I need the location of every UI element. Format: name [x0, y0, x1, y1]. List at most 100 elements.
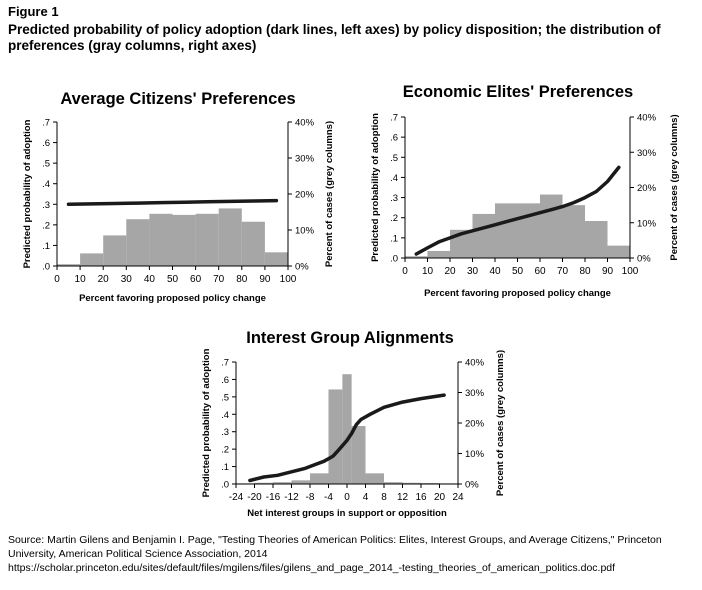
- x-tick-label: 16: [415, 492, 427, 503]
- bar: [195, 213, 219, 266]
- x-tick-label: -20: [247, 492, 262, 503]
- x-tick-label: 50: [167, 274, 179, 285]
- bar: [291, 480, 310, 484]
- y-tick-label: .1: [390, 233, 398, 244]
- bar: [562, 205, 585, 258]
- source-url: https://scholar.princeton.edu/sites/defa…: [8, 562, 616, 574]
- bar: [384, 482, 403, 484]
- y-tick-label: .4: [390, 173, 398, 184]
- x-tick-label: -12: [284, 492, 299, 503]
- x-tick-label: 30: [467, 266, 479, 277]
- figure-label: Figure 1: [8, 4, 59, 19]
- y-tick-label: .3: [221, 427, 229, 438]
- y-tick-label: .0: [42, 262, 50, 273]
- x-tick-label: 90: [259, 274, 271, 285]
- x-axis-label: Percent favoring proposed policy change: [79, 293, 266, 304]
- x-tick-label: -16: [266, 492, 281, 503]
- bar: [149, 213, 173, 266]
- x-tick-label: 0: [54, 274, 60, 285]
- x-tick-label: 70: [557, 266, 569, 277]
- x-tick-label: 70: [213, 274, 225, 285]
- y-tick-label: .7: [390, 113, 398, 124]
- y2-tick-label: 10%: [295, 226, 315, 237]
- x-tick-label: 60: [190, 274, 202, 285]
- x-tick-label: 20: [444, 266, 456, 277]
- x-axis-label: Net interest groups in support or opposi…: [247, 508, 447, 519]
- chart-panel-1: Average Citizens' Preferences .0 .1 .2 .3 .4.…: [22, 90, 335, 304]
- x-tick-label: -8: [306, 492, 315, 503]
- x-tick-label: 12: [397, 492, 409, 503]
- bar: [495, 203, 518, 258]
- bar: [585, 220, 608, 258]
- bar: [405, 256, 428, 258]
- y-tick-label: .6: [42, 138, 50, 149]
- y2-tick-label: 10%: [465, 449, 485, 460]
- source-note: Source: Martin Gilens and Benjamin I. Pa…: [8, 533, 696, 575]
- bar: [310, 473, 329, 484]
- bar: [57, 264, 81, 266]
- chart-panel-3: Interest Group Alignments .0 .1 .2 .3 .4 .5 .6.…: [201, 329, 506, 519]
- y-tick-label: .2: [221, 445, 229, 456]
- bar: [328, 389, 343, 484]
- x-axis-label: Percent favoring proposed policy change: [424, 288, 611, 299]
- y-tick-label: .5: [390, 153, 398, 164]
- y-tick-label: .2: [390, 213, 398, 224]
- y2-tick-label: 20%: [637, 183, 657, 194]
- prediction-line: [414, 165, 621, 256]
- y2-axis-label: Percent of cases (grey columns): [495, 350, 506, 496]
- y2-tick-label: 40%: [637, 113, 657, 124]
- chart-panel-2: Economic Elites' Preferences .0 .1 .2 .3 .4 .5…: [370, 83, 680, 299]
- bar: [517, 203, 540, 258]
- bar: [273, 482, 292, 484]
- bar: [402, 482, 421, 484]
- bar: [427, 250, 450, 258]
- figure-title: Predicted probability of policy adoption…: [8, 22, 661, 53]
- y-axis-label: Predicted probability of adoption: [22, 119, 33, 268]
- bar: [472, 213, 495, 258]
- bar: [264, 252, 288, 266]
- figures-canvas: Average Citizens' Preferences .0 .1 .2 .3 .4.…: [22, 83, 680, 519]
- y-tick-label: .0: [221, 480, 229, 491]
- y-tick-label: .0: [390, 254, 398, 265]
- y-tick-label: .2: [42, 220, 50, 231]
- x-tick-label: 80: [579, 266, 591, 277]
- y2-tick-label: 0%: [465, 480, 479, 491]
- y2-tick-label: 30%: [465, 388, 485, 399]
- x-tick-label: 24: [452, 492, 464, 503]
- prediction-line: [66, 198, 279, 207]
- y-tick-label: .3: [42, 200, 50, 211]
- y2-tick-label: 20%: [295, 190, 315, 201]
- y-axis-label: Predicted probability of adoption: [370, 113, 381, 262]
- x-tick-label: 10: [422, 266, 434, 277]
- y-tick-label: .1: [221, 462, 229, 473]
- x-tick-label: 20: [98, 274, 110, 285]
- y-tick-label: .6: [221, 375, 229, 386]
- bar: [540, 194, 563, 258]
- y2-tick-label: 20%: [465, 419, 485, 430]
- x-tick-label: 4: [363, 492, 369, 503]
- y2-axis-label: Percent of cases (grey columns): [324, 121, 335, 267]
- bar: [607, 245, 630, 258]
- y2-tick-label: 40%: [465, 358, 485, 369]
- bar: [126, 219, 150, 266]
- y2-tick-label: 10%: [637, 218, 657, 229]
- chart-title: Interest Group Alignments: [246, 329, 454, 347]
- chart-title: Economic Elites' Preferences: [403, 83, 633, 101]
- y2-tick-label: 30%: [295, 154, 315, 165]
- y2-axis-label: Percent of cases (grey columns): [669, 114, 680, 260]
- y2-tick-label: 30%: [637, 148, 657, 159]
- x-tick-label: 90: [602, 266, 614, 277]
- x-tick-label: 0: [344, 492, 350, 503]
- y-tick-label: .5: [42, 159, 50, 170]
- x-tick-label: -4: [324, 492, 333, 503]
- x-tick-label: 10: [75, 274, 87, 285]
- chart-title: Average Citizens' Preferences: [60, 90, 295, 108]
- y-tick-label: .4: [221, 410, 229, 421]
- y2-tick-label: 0%: [295, 262, 309, 273]
- x-tick-label: 100: [280, 274, 297, 285]
- bar: [241, 221, 265, 266]
- x-tick-label: 80: [236, 274, 248, 285]
- x-tick-label: -24: [229, 492, 244, 503]
- x-tick-label: 20: [434, 492, 446, 503]
- source-line-1: Source: Martin Gilens and Benjamin I. Pa…: [8, 534, 662, 546]
